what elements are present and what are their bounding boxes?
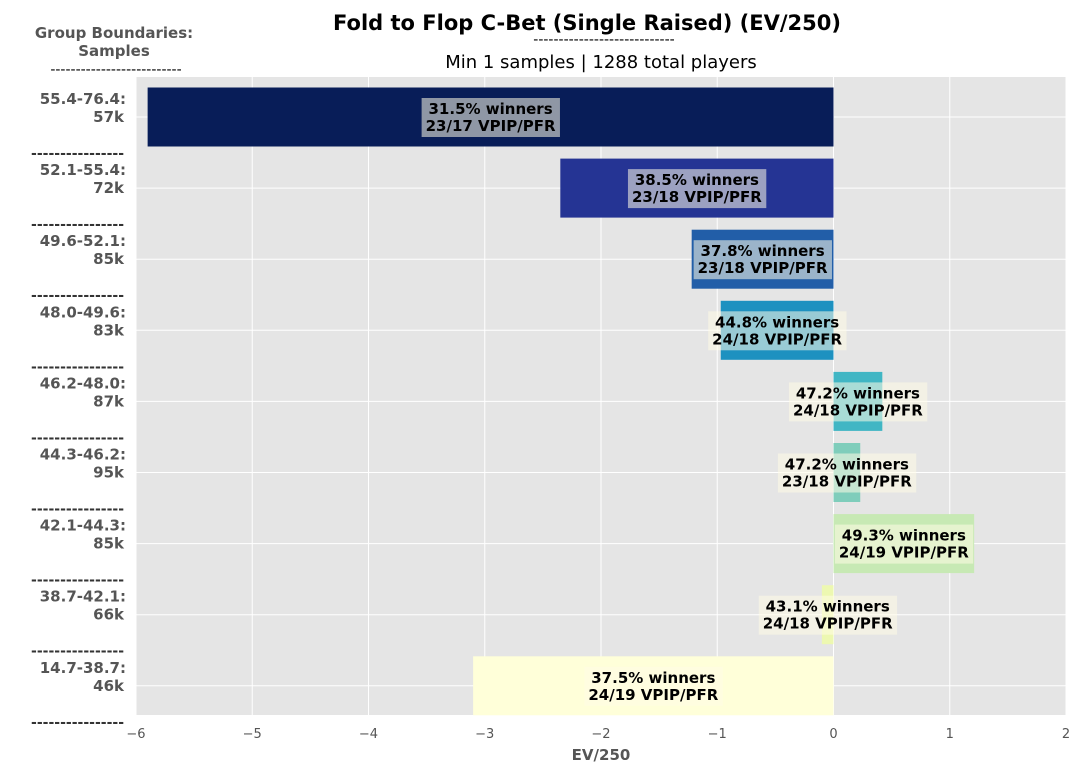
bar-label-winners: 49.3% winners: [842, 527, 966, 545]
bar-label-winners: 38.5% winners: [635, 171, 759, 189]
y-label-samples: 87k: [93, 392, 125, 410]
y-label-samples: 46k: [93, 677, 125, 695]
xtick-layer: −6 −5 −4 −3 −2 −1 0 1 2: [126, 727, 1070, 742]
bar-label-box: [777, 453, 917, 493]
y-label-samples: 57k: [93, 108, 125, 126]
chart-title: Fold to Flop C-Bet (Single Raised) (EV/2…: [333, 11, 841, 35]
y-label-samples: 95k: [93, 464, 125, 482]
bar-label-box: [708, 311, 847, 351]
x-tick-label: −1: [708, 727, 727, 742]
y-label-separator: ----------------: [31, 288, 124, 304]
y-label-separator: ----------------: [31, 715, 124, 731]
group-header-line1: Group Boundaries:: [35, 24, 193, 42]
bar-label-winners: 47.2% winners: [785, 456, 909, 474]
chart-subtitle: Min 1 samples | 1288 total players: [445, 52, 757, 73]
bar-label-box: [693, 240, 832, 280]
y-label-group: 55.4-76.4:: [40, 90, 126, 108]
group-header-line2: Samples: [78, 42, 150, 60]
ylabel-layer: 55.4-76.4:57k----------------52.1-55.4:7…: [31, 90, 126, 731]
x-tick-label: −3: [475, 727, 494, 742]
bar-label-box: [758, 595, 898, 635]
y-label-samples: 72k: [93, 179, 125, 197]
bar-label-winners: 47.2% winners: [796, 384, 920, 402]
y-label-separator: ----------------: [31, 502, 124, 518]
y-label-group: 44.3-46.2:: [40, 446, 126, 464]
y-label-separator: ----------------: [31, 217, 124, 233]
y-label-group: 14.7-38.7:: [40, 659, 126, 677]
bar-label-vpip: 24/19 VPIP/PFR: [588, 686, 718, 704]
x-axis-label: EV/250: [572, 746, 631, 764]
bar-label-winners: 43.1% winners: [766, 598, 890, 616]
y-label-samples: 66k: [93, 606, 125, 624]
y-label-separator: ----------------: [31, 573, 124, 589]
group-header-dashes: --------------------------: [50, 62, 181, 78]
bar-label-vpip: 23/18 VPIP/PFR: [698, 259, 828, 277]
x-tick-label: 1: [946, 727, 954, 742]
y-label-group: 48.0-49.6:: [40, 303, 126, 321]
bar-label-box: [834, 524, 974, 564]
title-underline: ----------------------------: [533, 32, 674, 48]
bar-label-winners: 37.5% winners: [591, 669, 715, 687]
bar-label-vpip: 24/19 VPIP/PFR: [839, 544, 969, 562]
bar-label-winners: 31.5% winners: [429, 100, 553, 118]
bar-label-vpip: 23/18 VPIP/PFR: [632, 188, 762, 206]
x-tick-label: −5: [243, 727, 262, 742]
x-tick-label: −4: [359, 727, 378, 742]
bar-label-vpip: 23/17 VPIP/PFR: [426, 117, 556, 135]
y-label-group: 42.1-44.3:: [40, 517, 126, 535]
y-label-separator: ----------------: [31, 644, 124, 660]
bar-label-box: [421, 98, 560, 137]
bar-label-vpip: 23/18 VPIP/PFR: [782, 473, 912, 491]
bar-label-winners: 37.8% winners: [701, 242, 825, 260]
y-label-group: 46.2-48.0:: [40, 374, 126, 392]
y-label-group: 38.7-42.1:: [40, 588, 126, 606]
y-label-samples: 83k: [93, 321, 125, 339]
bar-label-box: [627, 169, 767, 209]
bar-label-box: [788, 382, 928, 422]
y-label-group: 49.6-52.1:: [40, 232, 126, 250]
y-label-separator: ----------------: [31, 146, 124, 162]
y-label-separator: ----------------: [31, 430, 124, 446]
bar-label-box: [584, 666, 723, 706]
x-tick-label: 0: [829, 727, 837, 742]
bar-label-vpip: 24/18 VPIP/PFR: [712, 330, 842, 348]
bar-label-vpip: 24/18 VPIP/PFR: [793, 401, 923, 419]
y-label-group: 52.1-55.4:: [40, 161, 126, 179]
x-tick-label: −6: [126, 727, 145, 742]
bar-label-vpip: 24/18 VPIP/PFR: [763, 615, 893, 633]
y-label-separator: ----------------: [31, 359, 124, 375]
x-tick-label: −2: [591, 727, 610, 742]
bar-label-winners: 44.8% winners: [715, 313, 839, 331]
x-tick-label: 2: [1062, 727, 1070, 742]
y-label-samples: 85k: [93, 535, 125, 553]
y-label-samples: 85k: [93, 250, 125, 268]
